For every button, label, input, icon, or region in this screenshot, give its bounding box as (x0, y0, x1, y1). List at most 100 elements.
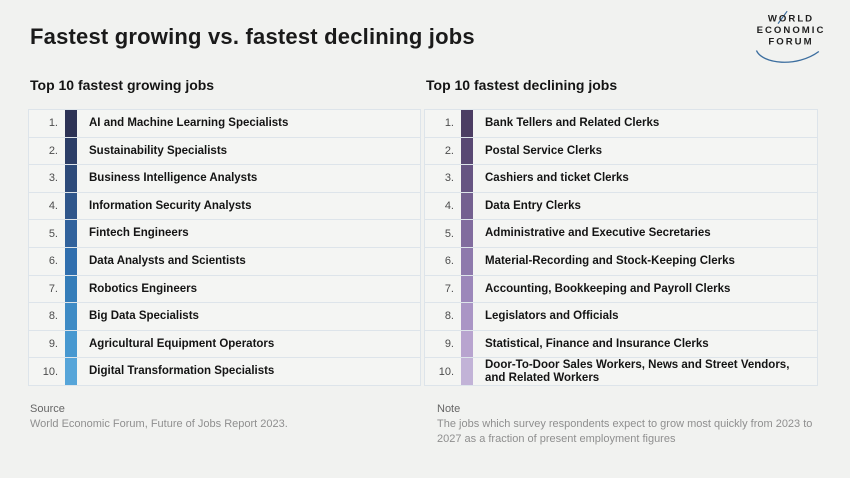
table-row: 1. AI and Machine Learning Specialists (29, 110, 420, 138)
note-footnote: Note The jobs which survey respondents e… (437, 402, 829, 447)
growing-jobs-section: Top 10 fastest growing jobs 1. AI and Ma… (28, 78, 421, 386)
job-label: Agricultural Equipment Operators (89, 337, 275, 350)
table-row: 6. Data Analysts and Scientists (29, 247, 420, 276)
job-label: Sustainability Specialists (89, 144, 228, 157)
color-swatch (461, 165, 473, 192)
rank-label: 9. (444, 338, 454, 351)
color-swatch (65, 247, 77, 275)
color-swatch (461, 247, 473, 275)
table-row: 2. Postal Service Clerks (425, 137, 817, 166)
color-swatch (461, 275, 473, 303)
rank-label: 4. (444, 200, 454, 213)
color-swatch (65, 275, 77, 303)
job-label: Postal Service Clerks (485, 144, 602, 157)
declining-jobs-table: 1. Bank Tellers and Related Clerks 2. Po… (424, 109, 818, 386)
table-row: 5. Administrative and Executive Secretar… (425, 220, 817, 248)
rank-label: 2. (444, 144, 454, 157)
color-swatch (65, 137, 77, 165)
job-label: Data Analysts and Scientists (89, 255, 246, 268)
job-label: Administrative and Executive Secretaries (485, 227, 711, 240)
job-label: Accounting, Bookkeeping and Payroll Cler… (485, 282, 731, 295)
job-label: Data Entry Clerks (485, 199, 581, 212)
wef-logo: WORLD ECONOMIC FORUM (743, 8, 839, 70)
job-label: Business Intelligence Analysts (89, 172, 258, 185)
table-row: 4. Data Entry Clerks (425, 192, 817, 221)
color-swatch (65, 165, 77, 192)
rank-label: 1. (48, 117, 58, 130)
color-swatch (461, 330, 473, 358)
table-row: 9. Statistical, Finance and Insurance Cl… (425, 330, 817, 359)
table-row: 5. Fintech Engineers (29, 220, 420, 248)
color-swatch (461, 110, 473, 137)
wef-logo-graphic: WORLD ECONOMIC FORUM (755, 10, 826, 63)
color-swatch (65, 330, 77, 358)
job-label: Big Data Specialists (89, 310, 199, 323)
job-label: Information Security Analysts (89, 199, 252, 212)
color-swatch (65, 220, 77, 247)
page-title: Fastest growing vs. fastest declining jo… (30, 24, 475, 49)
table-row: 1. Bank Tellers and Related Clerks (425, 110, 817, 138)
color-swatch (461, 220, 473, 247)
rank-label: 5. (48, 227, 58, 240)
source-label: Source (30, 403, 65, 415)
logo-line-forum: FORUM (768, 37, 813, 48)
table-row: 10. Door-To-Door Sales Workers, News and… (425, 358, 817, 386)
color-swatch (461, 303, 473, 330)
color-swatch (65, 358, 77, 385)
logo-line-world: WORLD (768, 14, 814, 25)
note-label: Note (437, 403, 461, 415)
rank-label: 3. (444, 172, 454, 185)
job-label: Digital Transformation Specialists (89, 365, 275, 378)
rank-label: 7. (48, 282, 58, 295)
source-text: World Economic Forum, Future of Jobs Rep… (30, 418, 288, 430)
table-row: 7. Accounting, Bookkeeping and Payroll C… (425, 275, 817, 304)
rank-label: 2. (48, 144, 58, 157)
table-row: 3. Business Intelligence Analysts (29, 165, 420, 193)
rank-label: 6. (48, 255, 58, 268)
color-swatch (65, 110, 77, 137)
note-text: The jobs which survey respondents expect… (437, 418, 813, 445)
rank-label: 1. (444, 117, 454, 130)
logo-line-economic: ECONOMIC (757, 25, 826, 36)
color-swatch (65, 192, 77, 220)
table-row: 3. Cashiers and ticket Clerks (425, 165, 817, 193)
source-footnote: Source World Economic Forum, Future of J… (30, 402, 420, 432)
table-row: 8. Legislators and Officials (425, 303, 817, 331)
rank-label: 10. (42, 365, 58, 378)
logo-orbit-slash (777, 10, 788, 24)
job-label: Material-Recording and Stock-Keeping Cle… (485, 255, 735, 268)
job-label: Door-To-Door Sales Workers, News and Str… (485, 359, 790, 384)
rank-label: 7. (444, 282, 454, 295)
job-label: Statistical, Finance and Insurance Clerk… (485, 337, 709, 350)
table-row: 10. Digital Transformation Specialists (29, 358, 420, 386)
rank-label: 5. (444, 227, 454, 240)
table-row: 9. Agricultural Equipment Operators (29, 330, 420, 359)
rank-label: 8. (48, 310, 58, 323)
declining-jobs-heading: Top 10 fastest declining jobs (426, 77, 618, 93)
rank-label: 9. (48, 338, 58, 351)
job-label: AI and Machine Learning Specialists (89, 117, 289, 130)
table-row: 2. Sustainability Specialists (29, 137, 420, 166)
growing-jobs-table: 1. AI and Machine Learning Specialists 2… (28, 109, 421, 386)
job-label: Cashiers and ticket Clerks (485, 172, 629, 185)
rank-label: 4. (48, 200, 58, 213)
job-label: Legislators and Officials (485, 310, 619, 323)
logo-orbit-arc (755, 50, 820, 63)
color-swatch (461, 192, 473, 220)
job-label: Fintech Engineers (89, 227, 189, 240)
table-row: 4. Information Security Analysts (29, 192, 420, 221)
growing-jobs-heading: Top 10 fastest growing jobs (30, 77, 215, 93)
job-label: Robotics Engineers (89, 282, 197, 295)
rank-label: 8. (444, 310, 454, 323)
rank-label: 10. (438, 365, 454, 378)
table-row: 8. Big Data Specialists (29, 303, 420, 331)
color-swatch (65, 303, 77, 330)
job-label: Bank Tellers and Related Clerks (485, 117, 660, 130)
table-row: 6. Material-Recording and Stock-Keeping … (425, 247, 817, 276)
color-swatch (461, 358, 473, 385)
rank-label: 6. (444, 255, 454, 268)
color-swatch (461, 137, 473, 165)
declining-jobs-section: Top 10 fastest declining jobs 1. Bank Te… (424, 78, 818, 386)
rank-label: 3. (48, 172, 58, 185)
